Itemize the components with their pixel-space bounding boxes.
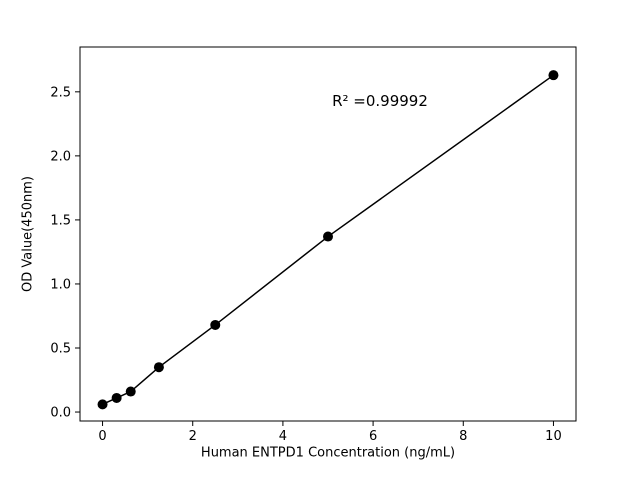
x-axis-label: Human ENTPD1 Concentration (ng/mL) <box>200 445 456 461</box>
x-tick-label: 10 <box>545 429 562 444</box>
y-tick-label: 2.0 <box>50 149 71 164</box>
data-point <box>125 386 136 397</box>
data-point <box>153 362 164 373</box>
data-point <box>548 70 559 81</box>
data-point <box>323 231 333 242</box>
y-tick-label: 1.5 <box>50 213 71 228</box>
y-tick-label: 2.5 <box>50 85 71 100</box>
y-tick-label: 1.0 <box>50 277 71 292</box>
y-tick-label: 0.0 <box>50 406 71 421</box>
x-tick-label: 2 <box>189 429 197 444</box>
data-point <box>97 399 108 410</box>
x-tick-label: 8 <box>459 429 467 444</box>
r-squared-annotation: R² =0.99992 <box>332 92 428 110</box>
axes-frame <box>79 46 577 422</box>
data-point <box>111 392 122 403</box>
y-axis-label: OD Value(450nm) <box>20 176 36 292</box>
y-tick-label: 0.5 <box>50 341 71 356</box>
x-tick-label: 0 <box>98 429 106 444</box>
x-tick-label: 6 <box>369 429 377 444</box>
x-tick-label: 4 <box>279 429 287 444</box>
data-point <box>210 319 221 330</box>
